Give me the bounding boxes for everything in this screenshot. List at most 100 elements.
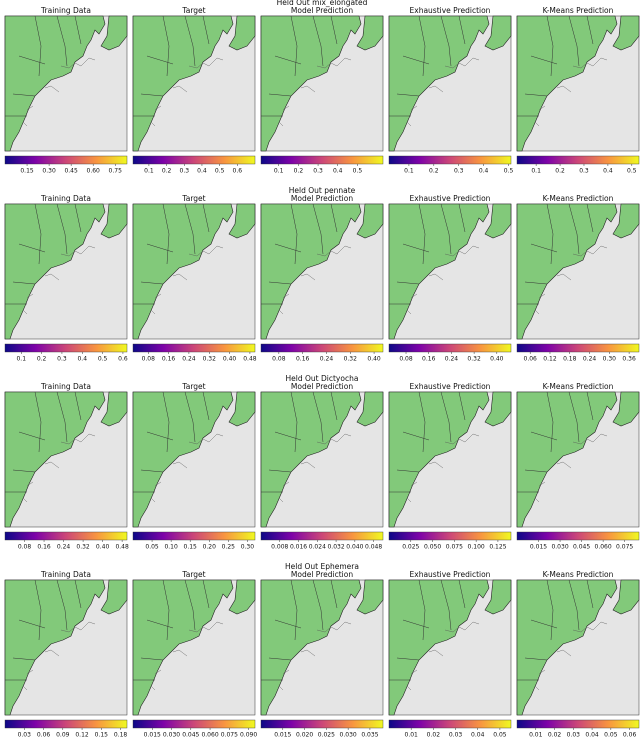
colorbar-tick-label: 0.24 (320, 356, 334, 363)
colorbar-tick-label: 0.48 (115, 544, 129, 551)
map (132, 579, 256, 716)
colorbar-tick-label: 0.1 (144, 168, 154, 175)
colorbar-tick-label: 0.15 (95, 732, 109, 737)
colorbar (388, 719, 512, 729)
colorbar-tick-label: 0.40 (96, 544, 110, 551)
colorbar-tick-label: 0.75 (109, 168, 123, 175)
panel-title: Exhaustive Prediction (410, 382, 491, 391)
colorbar-tick-label: 0.4 (333, 168, 343, 175)
colorbar-tick-label: 0.15 (20, 168, 34, 175)
panel-title: K-Means Prediction (543, 194, 614, 203)
colorbar-tick-label: 0.24 (583, 356, 597, 363)
colorbar-tick-label: 0.32 (76, 544, 90, 551)
colorbar-tick-label: 0.3 (579, 168, 589, 175)
colorbar-tick-label: 0.08 (18, 544, 32, 551)
colorbar-tick-label: 0.3 (454, 168, 464, 175)
colorbar-tick-label: 0.04 (471, 732, 485, 737)
panel-title: Target (181, 6, 205, 15)
colorbar-tick-label: 0.32 (203, 356, 217, 363)
colorbar-tick-label: 0.01 (529, 732, 543, 737)
panel-title: Model Prediction (291, 194, 353, 203)
panel-title: K-Means Prediction (543, 6, 614, 15)
colorbar-tick-label: 0.1 (531, 168, 541, 175)
colorbar-tick-label: 0.045 (573, 544, 590, 551)
colorbar-tick-label: 0.4 (603, 168, 613, 175)
colorbar-tick-label: 0.035 (361, 732, 378, 737)
colorbar (516, 719, 640, 729)
colorbar-tick-label: 0.24 (182, 356, 196, 363)
colorbar-tick-label: 0.100 (468, 544, 485, 551)
row-title: Held Out pennate (289, 186, 356, 195)
row-title: Held Out Ephemera (285, 562, 359, 571)
map (260, 15, 384, 152)
colorbar-tick-label: 0.1 (16, 356, 26, 363)
panel-title: Model Prediction (291, 570, 353, 579)
map (516, 579, 640, 716)
map (388, 579, 512, 716)
colorbar-tick-label: 0.025 (402, 544, 419, 551)
colorbar-tick-label: 0.40 (223, 356, 237, 363)
colorbar-tick-label: 0.30 (241, 544, 255, 551)
colorbar-tick-label: 0.075 (221, 732, 238, 737)
colorbar-tick-label: 0.5 (627, 168, 637, 175)
map (260, 391, 384, 528)
colorbar-tick-label: 0.32 (344, 356, 358, 363)
colorbar-tick-label: 0.4 (77, 356, 87, 363)
panel-title: Exhaustive Prediction (410, 6, 491, 15)
colorbar-tick-label: 0.09 (56, 732, 70, 737)
colorbar-tick-label: 0.25 (222, 544, 236, 551)
colorbar (132, 343, 256, 353)
colorbar-tick-label: 0.4 (197, 168, 207, 175)
colorbar-tick-label: 0.24 (57, 544, 71, 551)
colorbar-tick-label: 0.16 (422, 356, 436, 363)
map (516, 391, 640, 528)
colorbar (4, 719, 128, 729)
panel-title: Target (181, 382, 205, 391)
colorbar-tick-label: 0.01 (405, 732, 419, 737)
colorbar-tick-label: 0.015 (274, 732, 291, 737)
map (388, 391, 512, 528)
colorbar-tick-label: 0.6 (118, 356, 128, 363)
row-title: Held Out mix_elongated (277, 0, 368, 7)
colorbar (260, 343, 384, 353)
colorbar (4, 155, 128, 165)
colorbar-tick-label: 0.16 (296, 356, 310, 363)
colorbar-tick-label: 0.36 (622, 356, 636, 363)
colorbar-tick-label: 0.08 (399, 356, 413, 363)
colorbar (260, 719, 384, 729)
colorbar-tick-label: 0.10 (164, 544, 178, 551)
colorbar-tick-label: 0.5 (353, 168, 363, 175)
colorbar-tick-label: 0.030 (340, 732, 357, 737)
colorbar-tick-label: 0.05 (493, 732, 507, 737)
colorbar-tick-label: 0.016 (290, 544, 307, 551)
colorbar-tick-label: 0.05 (145, 544, 159, 551)
panel-title: Exhaustive Prediction (410, 570, 491, 579)
panel-title: Training Data (40, 194, 91, 203)
colorbar-tick-label: 0.20 (203, 544, 217, 551)
colorbar-tick-label: 0.48 (243, 356, 257, 363)
colorbar-tick-label: 0.04 (585, 732, 599, 737)
map (4, 15, 128, 152)
colorbar-tick-label: 0.06 (623, 732, 637, 737)
panel-title: Target (181, 570, 205, 579)
colorbar-tick-label: 0.30 (603, 356, 617, 363)
colorbar-tick-label: 0.048 (365, 544, 382, 551)
colorbar-tick-label: 0.020 (296, 732, 313, 737)
colorbar-tick-label: 0.032 (327, 544, 344, 551)
panel-title: Model Prediction (291, 382, 353, 391)
colorbar-tick-label: 0.06 (524, 356, 538, 363)
colorbar-tick-label: 0.075 (446, 544, 463, 551)
map (132, 15, 256, 152)
colorbar-tick-label: 0.08 (272, 356, 286, 363)
colorbar-tick-label: 0.2 (429, 168, 439, 175)
colorbar-tick-label: 0.12 (543, 356, 557, 363)
colorbar-tick-label: 0.03 (449, 732, 463, 737)
colorbar-tick-label: 0.18 (563, 356, 577, 363)
colorbar-tick-label: 0.16 (37, 544, 51, 551)
panel-title: Model Prediction (291, 6, 353, 15)
panel-title: K-Means Prediction (543, 382, 614, 391)
colorbar-tick-label: 0.1 (404, 168, 414, 175)
colorbar-tick-label: 0.15 (184, 544, 198, 551)
colorbar-tick-label: 0.2 (162, 168, 172, 175)
colorbar (388, 155, 512, 165)
